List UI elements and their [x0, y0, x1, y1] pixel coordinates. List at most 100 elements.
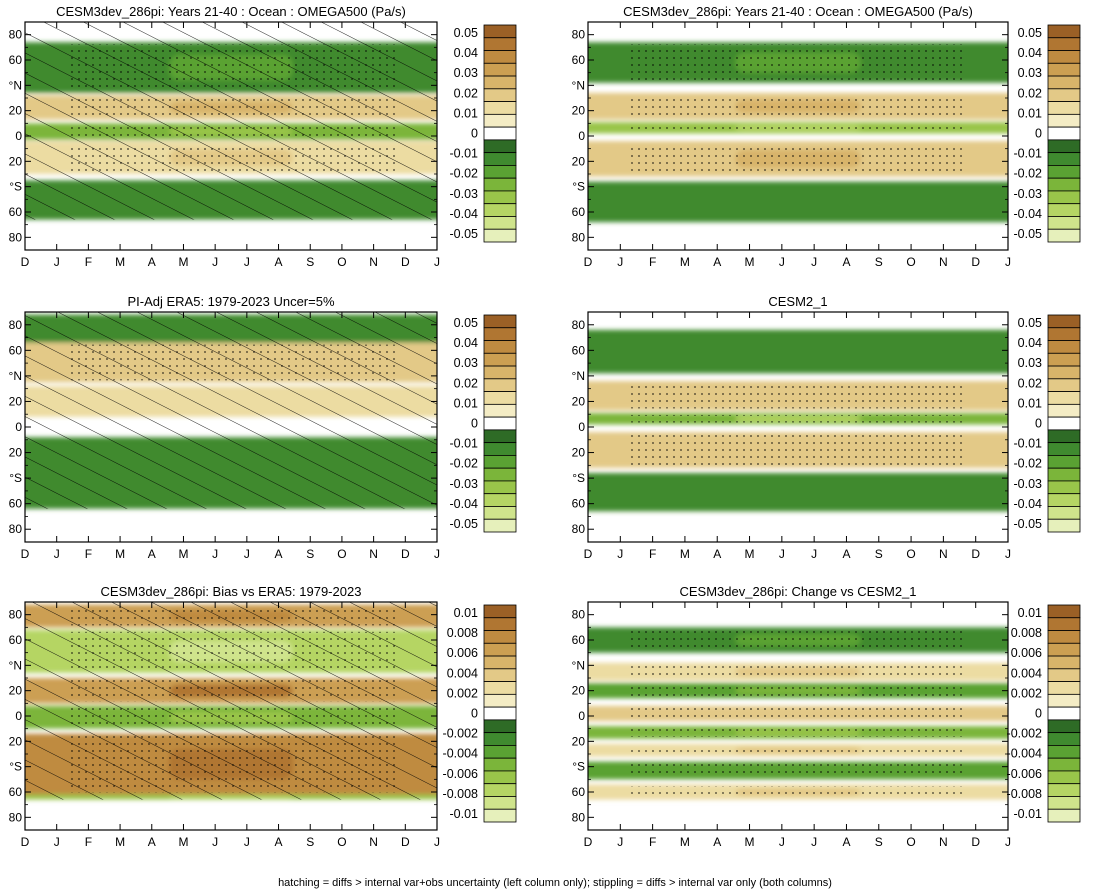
- colorbar-label: -0.006: [443, 767, 478, 781]
- colorbar-box: [483, 467, 517, 482]
- x-tick-label: D: [971, 255, 980, 269]
- x-tick-label: N: [939, 255, 948, 269]
- x-tick-label: M: [745, 255, 755, 269]
- y-tick-label: 20: [9, 734, 23, 748]
- heatmap-field: [588, 312, 1008, 542]
- colorbar-box: [1047, 152, 1081, 166]
- y-tick-label: 80: [572, 810, 586, 824]
- x-tick-label: O: [906, 255, 915, 269]
- colorbar-label: -0.02: [450, 457, 479, 471]
- y-tick-label: 60: [9, 633, 23, 647]
- y-tick-label: 80: [9, 318, 23, 332]
- colorbar-box: [483, 152, 517, 166]
- colorbar-label: 0.03: [454, 356, 478, 370]
- colorbar-box: [1047, 455, 1081, 469]
- colorbar-box: [1047, 642, 1081, 657]
- colorbar-label: 0.002: [447, 686, 478, 700]
- colorbar-label: 0.008: [447, 626, 478, 640]
- x-tick-label: A: [842, 547, 850, 561]
- colorbar-label: 0.004: [447, 666, 478, 680]
- stipple-b-3: [630, 143, 966, 175]
- colorbar-label: -0.05: [450, 517, 479, 531]
- colorbar-box: [1047, 467, 1081, 482]
- colorbar-label: 0.04: [1018, 46, 1042, 60]
- panel-title-a: CESM3dev_286pi: Years 21-40 : Ocean : OM…: [56, 4, 406, 19]
- x-tick-label: J: [434, 835, 440, 849]
- hatching-e: [25, 602, 437, 800]
- y-tick-label: 20: [572, 104, 586, 118]
- x-tick-label: D: [21, 255, 30, 269]
- x-tick-label: F: [85, 255, 92, 269]
- stipple-f-5: [630, 745, 966, 755]
- y-tick-label: 60: [9, 53, 23, 67]
- panel-title-d: CESM2_1: [768, 294, 827, 309]
- colorbar-label: -0.04: [450, 497, 479, 511]
- x-tick-label: J: [212, 255, 218, 269]
- colorbar-box: [1047, 480, 1081, 495]
- x-tick-label: D: [401, 547, 410, 561]
- x-tick-label: O: [337, 835, 346, 849]
- x-tick-label: F: [649, 835, 656, 849]
- colorbar-box: [1047, 429, 1081, 444]
- colorbar-box: [483, 75, 517, 90]
- stipple-f-1: [630, 664, 966, 679]
- colorbar-box: [1047, 745, 1081, 759]
- x-tick-label: A: [275, 835, 283, 849]
- heatmap-field: [588, 22, 1008, 250]
- x-tick-label: A: [275, 547, 283, 561]
- x-tick-label: J: [811, 255, 817, 269]
- colorbar-e: 0.01 0.008 0.006 0.004 0.002 0 -0.002 -0.004 -0.…: [443, 604, 517, 823]
- x-tick-label: J: [1005, 255, 1011, 269]
- colorbar-box: [1047, 139, 1081, 154]
- y-tick-label: 20: [572, 734, 586, 748]
- x-tick-label: M: [745, 835, 755, 849]
- x-tick-label: D: [971, 835, 980, 849]
- colorbar-box: [483, 493, 517, 507]
- colorbar-box: [1047, 604, 1081, 619]
- colorbar-label: 0.01: [454, 396, 478, 410]
- y-tick-label: 60: [572, 497, 586, 511]
- colorbar-label: -0.004: [1007, 747, 1042, 761]
- colorbar-label: 0.002: [1011, 686, 1042, 700]
- stipple-f-4: [630, 728, 966, 737]
- stipple-b-2: [630, 124, 966, 132]
- stipple-f-0: [630, 629, 966, 651]
- colorbar-box: [483, 37, 517, 51]
- x-tick-label: M: [745, 547, 755, 561]
- x-tick-label: N: [939, 547, 948, 561]
- colorbar-a: 0.05 0.04 0.03 0.02 0.01 0 -0.01 -0.02 -0.03 -0.0…: [450, 24, 517, 243]
- colorbar-box: [483, 796, 517, 810]
- heatmap-field: [25, 312, 437, 542]
- x-tick-label: J: [779, 835, 785, 849]
- colorbar-box: [483, 391, 517, 405]
- colorbar-box: [483, 139, 517, 154]
- colorbar-box: [483, 808, 517, 823]
- colorbar-f: 0.01 0.008 0.006 0.004 0.002 0 -0.002 -0.004 -0.…: [1007, 604, 1081, 823]
- colorbar-box: [483, 62, 517, 77]
- y-tick-label: °N: [9, 78, 22, 92]
- colorbar-box: [1047, 190, 1081, 205]
- colorbar-label: 0.02: [1018, 86, 1042, 100]
- colorbar-label: -0.008: [443, 787, 478, 801]
- x-tick-label: D: [584, 547, 593, 561]
- stipple-f-2: [630, 685, 966, 697]
- colorbar-label: -0.05: [1014, 227, 1043, 241]
- colorbar-label: 0.01: [1018, 606, 1042, 620]
- colorbar-box: [483, 518, 517, 533]
- y-tick-label: 0: [15, 709, 22, 723]
- x-tick-label: F: [85, 835, 92, 849]
- colorbar-box: [1047, 24, 1081, 39]
- colorbar-box: [1047, 365, 1081, 380]
- y-tick-label: °N: [572, 658, 585, 672]
- colorbar-label: 0.006: [1011, 646, 1042, 660]
- colorbar-b: 0.05 0.04 0.03 0.02 0.01 0 -0.01 -0.02 -0.03 -0.0…: [1014, 24, 1081, 243]
- x-tick-label: A: [713, 255, 721, 269]
- x-tick-label: J: [811, 835, 817, 849]
- colorbar-box: [1047, 37, 1081, 51]
- x-tick-label: A: [842, 255, 850, 269]
- colorbar-box: [483, 745, 517, 759]
- x-tick-label: D: [971, 547, 980, 561]
- colorbar-box: [483, 706, 517, 721]
- colorbar-box: [483, 655, 517, 670]
- colorbar-label: -0.03: [450, 477, 479, 491]
